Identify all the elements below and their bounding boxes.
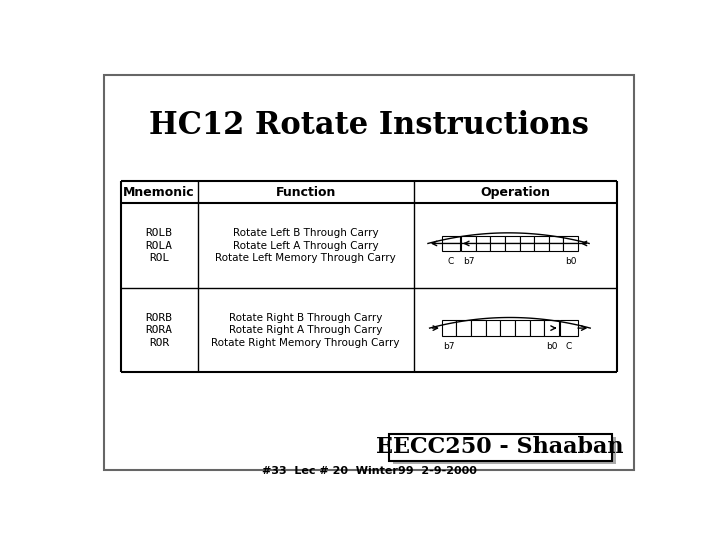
Bar bbox=[520, 235, 534, 251]
Text: ROR: ROR bbox=[149, 338, 169, 348]
Text: b7: b7 bbox=[444, 342, 455, 351]
Text: Rotate Left A Through Carry: Rotate Left A Through Carry bbox=[233, 240, 379, 251]
Text: Rotate Left Memory Through Carry: Rotate Left Memory Through Carry bbox=[215, 253, 396, 263]
Text: HC12 Rotate Instructions: HC12 Rotate Instructions bbox=[149, 110, 589, 140]
Bar bbox=[534, 235, 549, 251]
Text: RORA: RORA bbox=[145, 325, 173, 335]
Bar bbox=[456, 320, 471, 336]
Text: #33  Lec # 20  Winter99  2-9-2000: #33 Lec # 20 Winter99 2-9-2000 bbox=[261, 467, 477, 476]
Text: ROLA: ROLA bbox=[145, 240, 173, 251]
Text: C: C bbox=[448, 257, 454, 266]
Bar bbox=[490, 235, 505, 251]
Text: ROLB: ROLB bbox=[145, 228, 173, 238]
Text: Rotate Right Memory Through Carry: Rotate Right Memory Through Carry bbox=[212, 338, 400, 348]
Text: C: C bbox=[566, 342, 572, 351]
Text: Rotate Right B Through Carry: Rotate Right B Through Carry bbox=[229, 313, 382, 323]
Text: Mnemonic: Mnemonic bbox=[123, 186, 195, 199]
Bar bbox=[500, 320, 515, 336]
Bar bbox=[505, 235, 520, 251]
Bar bbox=[442, 320, 456, 336]
Bar bbox=[529, 320, 544, 336]
Text: RORB: RORB bbox=[145, 313, 173, 323]
Text: b0: b0 bbox=[565, 257, 577, 266]
Bar bbox=[515, 320, 529, 336]
Text: Function: Function bbox=[276, 186, 336, 199]
Text: b7: b7 bbox=[463, 257, 474, 266]
Bar bbox=[563, 235, 578, 251]
Bar bbox=[549, 235, 563, 251]
Bar bbox=[442, 235, 460, 251]
Bar bbox=[476, 235, 490, 251]
Text: Rotate Right A Through Carry: Rotate Right A Through Carry bbox=[229, 325, 382, 335]
Bar bbox=[471, 320, 486, 336]
Bar bbox=[461, 235, 476, 251]
Bar bbox=[486, 320, 500, 336]
Text: b0: b0 bbox=[546, 342, 557, 351]
Bar bbox=[389, 434, 612, 461]
Text: ROL: ROL bbox=[149, 253, 169, 263]
Bar bbox=[559, 320, 578, 336]
Bar bbox=[544, 320, 559, 336]
Bar bbox=[393, 437, 616, 464]
Text: Operation: Operation bbox=[480, 186, 551, 199]
Text: EECC250 - Shaaban: EECC250 - Shaaban bbox=[377, 436, 624, 458]
Text: Rotate Left B Through Carry: Rotate Left B Through Carry bbox=[233, 228, 379, 238]
